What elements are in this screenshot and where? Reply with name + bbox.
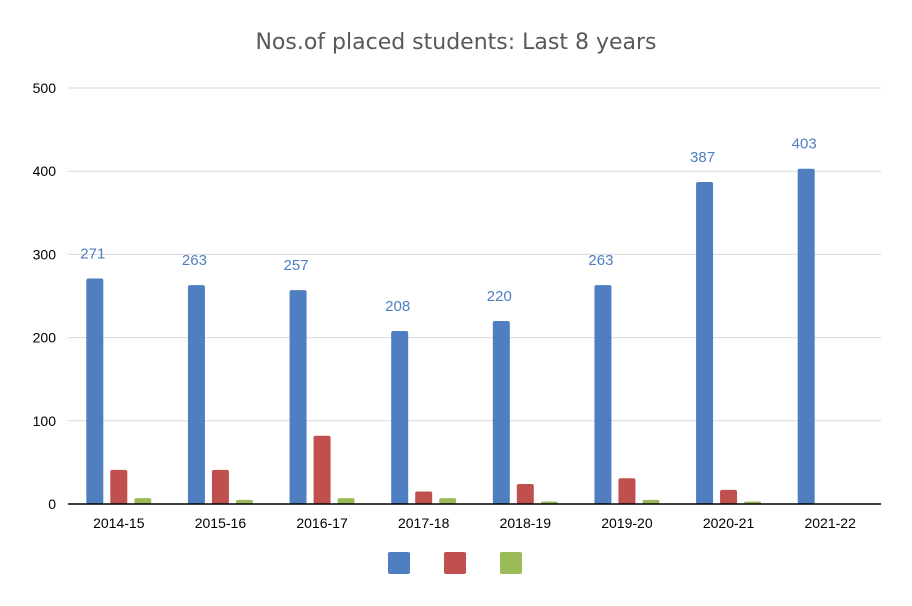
bar-series-1	[492, 320, 510, 504]
y-tick-label: 0	[48, 496, 56, 512]
y-tick-label: 300	[33, 246, 57, 262]
x-tick-label: 2020-21	[703, 515, 755, 531]
bar-series-1	[86, 278, 104, 504]
y-tick-label: 500	[33, 80, 57, 96]
bar-series-2	[110, 469, 128, 504]
bar-series-1	[696, 182, 714, 505]
bar-series-1	[187, 285, 205, 504]
x-tick-label: 2021-22	[804, 515, 856, 531]
legend-swatch-series-1	[388, 552, 410, 574]
data-label: 220	[487, 288, 512, 305]
x-tick-label: 2019-20	[601, 515, 653, 531]
x-tick-label: 2014-15	[93, 515, 145, 531]
bar-series-1	[289, 290, 307, 504]
x-tick-label: 2016-17	[296, 515, 348, 531]
bar-series-2	[618, 478, 636, 504]
bar-series-2	[516, 484, 534, 504]
x-tick-label: 2018-19	[500, 515, 552, 531]
y-tick-label: 200	[33, 330, 57, 346]
bar-series-2	[415, 491, 433, 504]
y-tick-label: 400	[33, 163, 57, 179]
y-tick-label: 100	[33, 413, 57, 429]
legend-swatch-series-3	[500, 552, 522, 574]
data-label: 403	[792, 136, 817, 153]
bar-series-2	[720, 489, 738, 504]
bar-series-1	[797, 168, 815, 505]
bar-series-1	[391, 330, 409, 504]
bar-series-3	[439, 498, 457, 504]
data-label: 263	[588, 252, 613, 269]
bar-series-1	[594, 285, 612, 504]
x-tick-label: 2017-18	[398, 515, 450, 531]
data-label: 257	[284, 257, 309, 274]
data-label: 208	[385, 298, 410, 315]
legend-swatch-series-2	[444, 552, 466, 574]
bar-series-3	[337, 498, 355, 504]
bar-series-3	[235, 499, 253, 504]
data-label: 387	[690, 149, 715, 166]
x-tick-label: 2015-16	[195, 515, 247, 531]
bar-series-3	[134, 498, 152, 504]
data-label: 263	[182, 252, 207, 269]
data-label: 271	[80, 246, 105, 263]
bar-series-2	[211, 469, 229, 504]
chart-title: Nos.of placed students: Last 8 years	[255, 30, 657, 55]
bar-series-2	[313, 435, 331, 504]
bar-series-3	[642, 499, 660, 504]
